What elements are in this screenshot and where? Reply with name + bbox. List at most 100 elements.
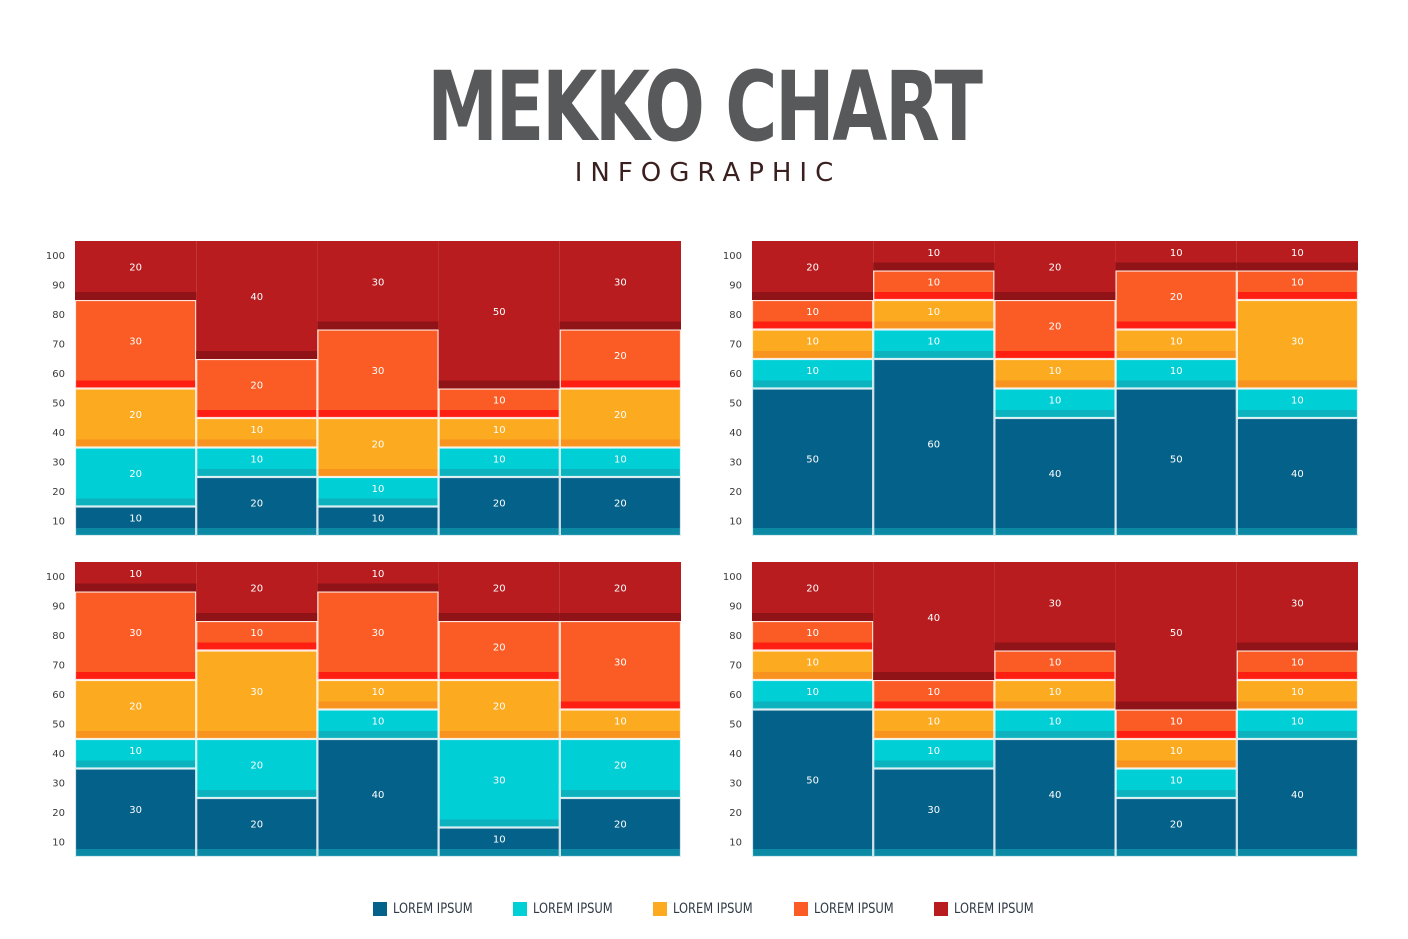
segment-band	[75, 760, 197, 769]
y-tick-label: 10	[52, 838, 65, 849]
bar-segment: 10	[873, 738, 995, 769]
bar-segment: 20	[317, 417, 439, 478]
segment-band	[196, 849, 318, 857]
segment-band	[752, 292, 874, 300]
segment-outline	[1236, 738, 1359, 858]
segment-band	[196, 613, 318, 621]
y-tick-label: 30	[52, 458, 65, 469]
y-tick-label: 90	[729, 281, 742, 292]
bar-segment: 20	[994, 241, 1116, 300]
segment-outline	[994, 358, 1116, 389]
segment-band	[317, 672, 439, 680]
segment-fill	[752, 388, 874, 536]
data-label: 10	[372, 484, 385, 495]
segment-outline	[438, 738, 560, 828]
segment-band	[994, 292, 1116, 300]
segment-outline	[1115, 768, 1237, 799]
segment-fill	[317, 591, 439, 680]
segment-outline	[196, 417, 318, 448]
data-label: 40	[372, 790, 385, 801]
segment-band	[317, 321, 439, 330]
segment-outline	[74, 591, 197, 681]
data-label: 20	[250, 820, 263, 831]
segment-outline	[74, 506, 197, 537]
segment-band	[752, 351, 874, 359]
bar-segment: 30	[559, 241, 681, 330]
segment-outline	[196, 476, 318, 537]
segment-outline	[1236, 709, 1359, 740]
data-label: 20	[493, 702, 506, 713]
segment-outline	[74, 447, 197, 507]
data-label: 30	[927, 805, 940, 816]
bar-segment: 50	[751, 388, 874, 537]
bar-segment: 20	[75, 241, 197, 300]
segment-band	[317, 410, 439, 418]
data-label: 40	[1291, 469, 1304, 480]
segment-fill	[438, 739, 560, 828]
segment-outline	[438, 679, 560, 740]
segment-outline	[1115, 358, 1237, 389]
data-label: 20	[1170, 292, 1183, 303]
segment-outline	[438, 476, 560, 537]
segment-outline	[994, 709, 1116, 740]
chart-bottom-right: 10 20 30 40 50 60 70 80 90 100 50 10 10 10 20 30 10 10 10 4…	[723, 562, 1359, 858]
data-label: 10	[806, 657, 819, 668]
segment-fill	[438, 621, 560, 680]
segment-band	[317, 498, 439, 507]
segment-outline	[1115, 709, 1237, 740]
data-label: 20	[250, 499, 263, 510]
segment-band	[994, 731, 1116, 739]
data-label: 10	[493, 395, 506, 406]
bar-segment: 10	[438, 447, 560, 478]
data-label: 10	[1049, 366, 1062, 377]
segment-band	[994, 380, 1116, 389]
segment-outline	[873, 270, 995, 301]
segment-fill	[1115, 798, 1237, 857]
data-label: 10	[1170, 746, 1183, 757]
segment-band	[1236, 528, 1358, 536]
y-tick-label: 90	[52, 281, 65, 292]
data-label: 30	[1291, 336, 1304, 347]
segment-fill	[196, 241, 318, 359]
data-label: 30	[372, 277, 385, 288]
segment-outline	[317, 709, 439, 740]
data-label: 30	[493, 775, 506, 786]
chart-bottom-left: 10 20 30 40 50 60 70 80 90 100 30 10 20 30 10 20 20 30 10 2…	[46, 562, 682, 858]
y-tick-label: 80	[52, 310, 65, 321]
y-tick-label: 70	[729, 661, 742, 672]
data-label: 20	[250, 761, 263, 772]
segment-band	[438, 380, 560, 389]
bar-segment: 20	[196, 738, 318, 799]
segment-outline	[751, 709, 874, 858]
segment-band	[752, 380, 874, 389]
data-label: 20	[614, 820, 627, 831]
y-tick-label: 60	[729, 690, 742, 701]
bar-segment: 20	[438, 679, 560, 740]
data-label: 10	[614, 716, 627, 727]
segment-band	[438, 410, 560, 418]
bar-segment: 10	[751, 620, 874, 651]
y-tick-label: 80	[52, 631, 65, 642]
y-tick-label: 50	[52, 720, 65, 731]
segment-outline	[994, 679, 1116, 710]
data-label: 10	[1291, 716, 1304, 727]
y-tick-label: 80	[729, 310, 742, 321]
segment-outline	[994, 738, 1116, 858]
data-label: 10	[1291, 277, 1304, 288]
segment-fill	[559, 388, 681, 448]
page-subtitle: INFOGRAPHIC	[574, 158, 842, 188]
y-tick-label: 100	[46, 572, 65, 583]
data-label: 10	[927, 336, 940, 347]
segment-band	[317, 701, 439, 710]
bar-segment: 10	[317, 476, 439, 507]
segment-outline	[559, 447, 682, 478]
bar-segment: 50	[1115, 562, 1237, 710]
segment-band	[75, 498, 197, 507]
bar-segment: 20	[559, 797, 682, 858]
segment-outline	[196, 738, 318, 799]
legend-label: LOREM IPSUM	[393, 901, 473, 917]
segment-outline	[751, 620, 874, 651]
data-label: 10	[493, 454, 506, 465]
bar-segment: 10	[75, 562, 197, 592]
bar-segment: 20	[438, 476, 560, 537]
